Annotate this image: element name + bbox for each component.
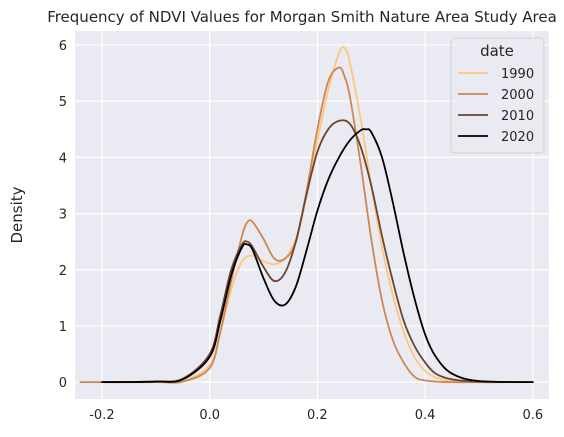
legend-items: 1990 2000 2010 2020 — [458, 67, 534, 145]
legend-label-2000: 2000 — [501, 88, 534, 103]
legend-title: date — [480, 42, 514, 60]
y-axis-ticks: 0 1 2 3 4 5 6 — [59, 39, 67, 391]
x-tick-label: 0.6 — [522, 408, 543, 423]
x-axis-ticks: -0.2 0.0 0.2 0.4 0.6 — [89, 408, 543, 423]
series-line-2000 — [79, 66, 507, 384]
y-tick-label: 0 — [59, 376, 67, 391]
y-tick-label: 3 — [59, 208, 67, 223]
x-tick-label: 0.4 — [415, 408, 436, 423]
y-tick-label: 2 — [59, 264, 67, 279]
legend-box — [450, 37, 545, 154]
x-tick-label: 0.2 — [307, 408, 328, 423]
series-line-2020 — [101, 128, 534, 384]
y-tick-label: 5 — [59, 95, 67, 110]
y-tick-label: 6 — [59, 39, 67, 54]
series-line-1990 — [101, 46, 534, 384]
legend-label-1990: 1990 — [501, 67, 534, 82]
legend-label-2010: 2010 — [501, 109, 534, 124]
y-axis-label: Density — [8, 186, 26, 243]
y-tick-label: 4 — [59, 151, 67, 166]
x-tick-label: 0.0 — [199, 408, 220, 423]
legend-label-2020: 2020 — [501, 130, 534, 145]
legend: date 1990 2000 2010 2020 — [450, 37, 545, 154]
y-tick-label: 1 — [59, 320, 67, 335]
x-tick-label: -0.2 — [89, 408, 114, 423]
chart-title: Frequency of NDVI Values for Morgan Smit… — [47, 8, 557, 26]
series-line-2010 — [101, 119, 534, 384]
series-lines — [79, 46, 534, 384]
